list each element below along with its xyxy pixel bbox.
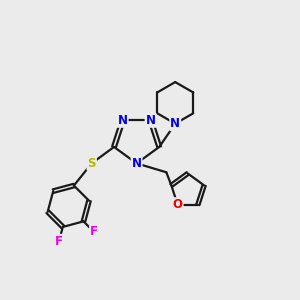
Text: S: S	[88, 157, 96, 170]
Text: O: O	[172, 198, 183, 211]
Text: F: F	[55, 235, 63, 248]
Text: N: N	[118, 114, 128, 127]
Text: N: N	[146, 114, 156, 127]
Text: F: F	[90, 225, 98, 239]
Text: N: N	[170, 117, 180, 130]
Text: N: N	[132, 157, 142, 170]
